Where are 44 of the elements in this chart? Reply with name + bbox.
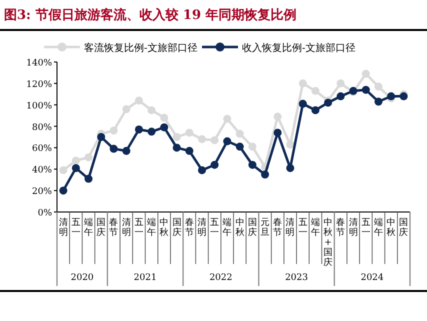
xtick: 中秋: [386, 218, 396, 238]
title: 图3: 节假日旅游客流、收入较 19 年同期恢复比例: [4, 8, 297, 23]
xtick: 春节: [336, 218, 346, 238]
ytick: 60%: [32, 144, 52, 154]
xtick: 五一: [71, 218, 80, 238]
ytick: 100%: [26, 101, 52, 112]
xtick: 国庆: [172, 218, 182, 238]
xtick: 端午: [222, 218, 232, 238]
xtick: 端午: [310, 218, 320, 238]
xtick: 清明: [348, 218, 358, 238]
xtick: 清明: [197, 218, 206, 238]
xtick: 五一: [298, 218, 308, 238]
xtick: 端午: [374, 218, 383, 238]
xtick: 清明: [122, 218, 131, 238]
ytick: 0%: [38, 208, 52, 218]
ytick: 40%: [32, 166, 52, 176]
xtick: 国庆: [248, 218, 257, 238]
ytick: 20%: [32, 187, 52, 198]
xtick: 国庆: [399, 218, 408, 238]
annotation: 2020: [70, 273, 94, 283]
xtick: 春节: [109, 218, 118, 238]
xtick: 端午: [84, 218, 94, 238]
ytick: 140%: [26, 58, 52, 68]
annotation: 2023: [285, 273, 308, 283]
legend: 收入恢复比例-文旅部口径: [242, 43, 356, 54]
legend: 客流恢复比例-文旅部口径: [84, 43, 198, 54]
xtick: 端午: [147, 218, 156, 238]
xtick: 国庆: [96, 218, 106, 238]
xtick: 清明: [58, 218, 68, 238]
annotation: 2022: [209, 273, 232, 283]
xtick: 元旦: [260, 218, 270, 238]
annotation: 2024: [360, 273, 384, 283]
xtick: 五一: [361, 218, 370, 238]
xtick: 春节: [184, 218, 194, 238]
xtick: 中秋: [160, 218, 169, 238]
annotation: 2021: [134, 273, 157, 283]
ytick: 120%: [26, 80, 52, 90]
xtick: 五一: [210, 218, 220, 238]
xtick: 春节: [273, 218, 282, 238]
xtick: 中秋+国庆: [324, 218, 333, 268]
xtick: 中秋: [235, 218, 244, 238]
xtick: 五一: [134, 218, 144, 238]
ytick: 80%: [32, 122, 52, 133]
xtick: 清明: [286, 218, 295, 238]
